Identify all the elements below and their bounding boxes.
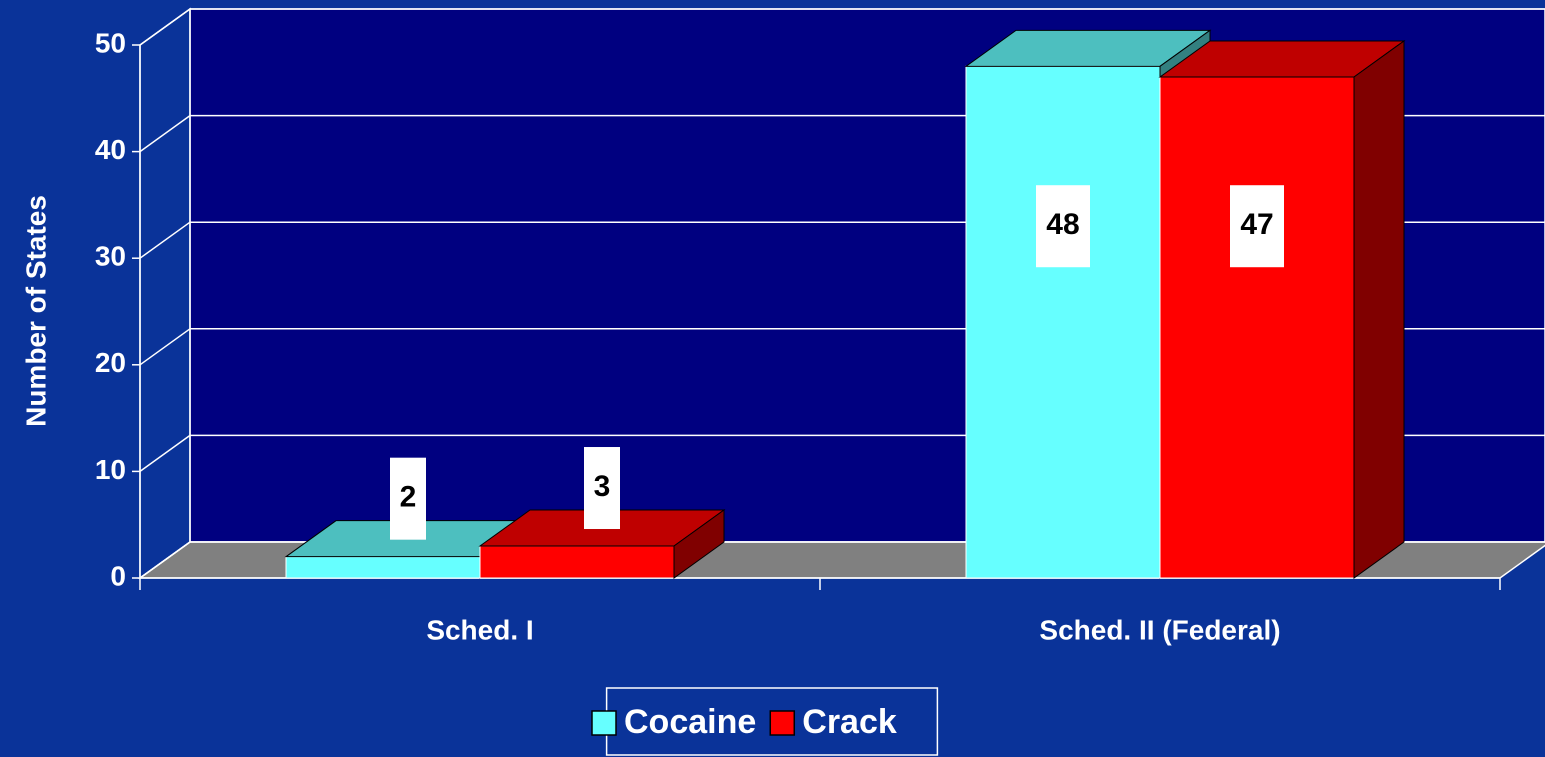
value-label: 47 — [1240, 208, 1273, 241]
bar-side — [673, 509, 725, 579]
y-tick-label: 50 — [95, 27, 126, 58]
x-tick-label: Sched. II (Federal) — [1039, 614, 1280, 645]
y-tick-label: 20 — [95, 347, 126, 378]
value-label: 2 — [400, 481, 417, 514]
value-label-box — [584, 447, 621, 530]
value-label: 48 — [1046, 208, 1079, 241]
y-tick-label: 40 — [95, 134, 126, 165]
value-label-box — [1230, 185, 1285, 268]
y-tick-label: 0 — [110, 560, 126, 591]
y-axis-label: Number of States — [20, 195, 51, 427]
bar-front — [1159, 76, 1355, 579]
grid-line — [139, 328, 191, 366]
bar-front — [285, 556, 481, 579]
legend-label: Cocaine — [624, 703, 756, 741]
legend-swatch — [591, 710, 617, 736]
value-label: 3 — [594, 470, 611, 503]
bar-front — [479, 545, 675, 579]
grid-line — [139, 434, 191, 473]
y-tick-label: 10 — [95, 454, 126, 485]
y-tick-label: 30 — [95, 241, 126, 272]
x-tick-label: Sched. I — [426, 614, 533, 645]
bar-front — [965, 65, 1161, 579]
grid-line — [139, 541, 191, 579]
grid-line — [139, 221, 191, 259]
legend-swatch — [769, 710, 796, 736]
bar-side — [1353, 40, 1405, 579]
grid-line — [139, 8, 191, 46]
grid-line — [139, 114, 191, 153]
legend-label: Crack — [802, 703, 897, 741]
value-label-box — [389, 457, 426, 540]
value-label-box — [1035, 185, 1090, 268]
